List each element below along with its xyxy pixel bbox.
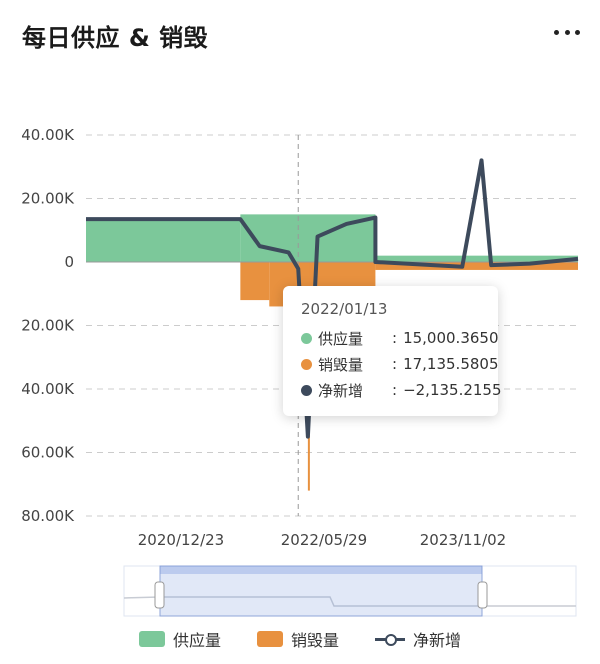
tooltip-label: 净新增 bbox=[318, 381, 364, 400]
zoom-slider-track bbox=[123, 565, 577, 617]
tooltip-row-burn: 销毁量: 17,135.5805 bbox=[301, 354, 499, 374]
burn-bar bbox=[317, 262, 376, 291]
burn-dot-icon bbox=[301, 358, 312, 370]
y-tick-label: 40.00K bbox=[21, 380, 75, 398]
supply-bar bbox=[86, 219, 241, 262]
x-tick-label: 2020/12/23 bbox=[138, 531, 224, 549]
legend-item-supply[interactable]: 供应量 bbox=[138, 627, 221, 651]
supply-dot-icon bbox=[301, 332, 312, 344]
y-tick-label: 20.00K bbox=[21, 317, 75, 335]
y-tick-label: 80.00K bbox=[21, 507, 75, 525]
zoom-handle-left bbox=[154, 581, 165, 609]
supply-bar bbox=[375, 255, 578, 262]
tooltip-value: −2,135.2155 bbox=[403, 381, 502, 399]
tooltip-value: 15,000.3650 bbox=[403, 329, 499, 347]
tooltip: 2022/01/13 供应量: 15,000.3650 销毁量: 17,135.… bbox=[283, 286, 502, 416]
legend-item-burn[interactable]: 销毁量 bbox=[256, 627, 339, 651]
line-circle-icon bbox=[375, 632, 405, 646]
legend: 供应量 销毁量 净新增 bbox=[0, 626, 600, 652]
orange-square-icon bbox=[256, 631, 283, 647]
tooltip-date: 2022/01/13 bbox=[301, 300, 388, 318]
tooltip-label: 供应量 bbox=[318, 329, 364, 348]
x-tick-label: 2023/11/02 bbox=[420, 531, 506, 549]
zoom-handle-right bbox=[477, 581, 488, 609]
legend-label: 销毁量 bbox=[290, 631, 339, 650]
burn-bar bbox=[375, 262, 578, 270]
tooltip-value: 17,135.5805 bbox=[403, 355, 499, 373]
legend-label: 供应量 bbox=[172, 631, 221, 650]
y-tick-label: 20.00K bbox=[21, 190, 75, 208]
zoom-slider-bar bbox=[160, 566, 482, 574]
x-tick-label: 2022/05/29 bbox=[281, 531, 367, 549]
more-horizontal-icon[interactable] bbox=[554, 22, 580, 42]
y-tick-label: 40.00K bbox=[21, 126, 75, 144]
green-square-icon bbox=[138, 631, 165, 647]
tooltip-label: 销毁量 bbox=[318, 355, 364, 374]
zoom-slider-window bbox=[159, 565, 483, 617]
y-tick-label: 0 bbox=[64, 253, 74, 271]
burn-bar bbox=[240, 262, 270, 301]
zoom-slider-preview bbox=[123, 596, 576, 607]
chart-title: 每日供应 & 销毁 bbox=[22, 24, 209, 52]
net-dot-icon bbox=[301, 384, 312, 396]
net-series-line bbox=[86, 158, 579, 439]
tooltip-row-supply: 供应量: 15,000.3650 bbox=[301, 328, 499, 348]
tooltip-row-net: 净新增: −2,135.2155 bbox=[301, 380, 502, 400]
legend-label: 净新增 bbox=[413, 631, 462, 650]
legend-item-net[interactable]: 净新增 bbox=[375, 627, 461, 651]
y-tick-label: 60.00K bbox=[21, 444, 75, 462]
